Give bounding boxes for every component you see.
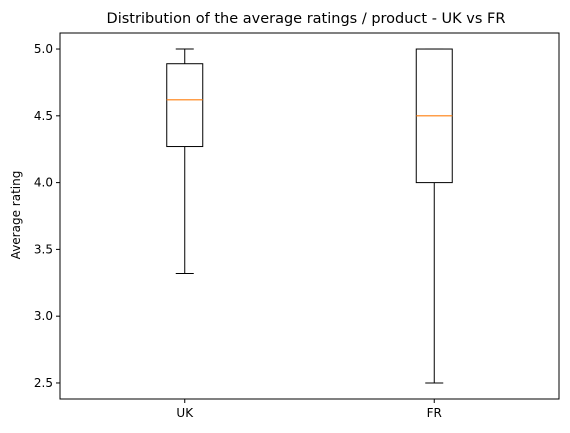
box-iqr: [166, 63, 204, 148]
y-tick-label: 3.5: [34, 242, 53, 256]
box-uk: [166, 48, 204, 274]
chart-title: Distribution of the average ratings / pr…: [107, 11, 506, 27]
plot-area-frame: [59, 32, 560, 400]
y-axis-ticks: 2.5 3.0 3.5 4.0 4.5 5.0: [34, 42, 60, 390]
y-tick-label: 3.0: [34, 309, 53, 323]
y-tick-label: 2.5: [34, 376, 53, 390]
y-axis-label: Average rating: [9, 171, 23, 260]
x-tick-label: UK: [176, 406, 194, 420]
y-tick-label: 4.0: [34, 176, 53, 190]
y-tick-label: 5.0: [34, 42, 53, 56]
box-fr: [415, 48, 453, 384]
y-tick-label: 4.5: [34, 109, 53, 123]
box-series: [166, 48, 453, 384]
x-axis-ticks: UK FR: [176, 399, 442, 420]
x-tick-label: FR: [427, 406, 442, 420]
